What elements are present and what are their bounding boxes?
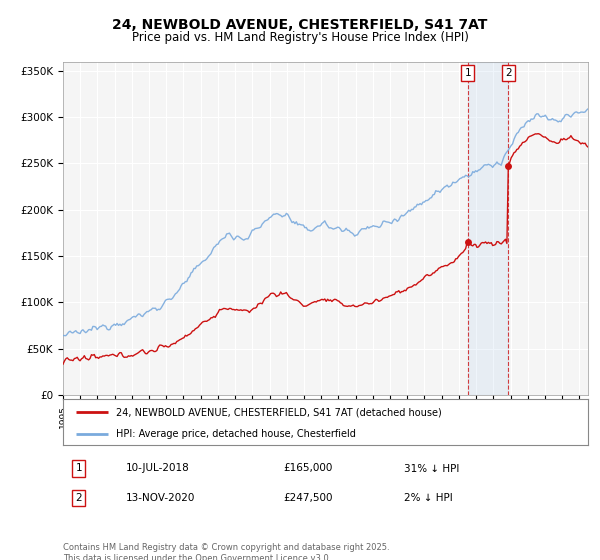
Text: Price paid vs. HM Land Registry's House Price Index (HPI): Price paid vs. HM Land Registry's House … — [131, 31, 469, 44]
Text: 24, NEWBOLD AVENUE, CHESTERFIELD, S41 7AT: 24, NEWBOLD AVENUE, CHESTERFIELD, S41 7A… — [112, 18, 488, 32]
Text: 1: 1 — [464, 68, 471, 78]
Text: 2: 2 — [76, 493, 82, 503]
Text: £165,000: £165,000 — [284, 464, 333, 473]
Text: 1: 1 — [76, 464, 82, 473]
Text: 31% ↓ HPI: 31% ↓ HPI — [404, 464, 460, 473]
Text: £247,500: £247,500 — [284, 493, 333, 503]
Text: 24, NEWBOLD AVENUE, CHESTERFIELD, S41 7AT (detached house): 24, NEWBOLD AVENUE, CHESTERFIELD, S41 7A… — [115, 407, 441, 417]
Text: 2% ↓ HPI: 2% ↓ HPI — [404, 493, 453, 503]
Text: 2: 2 — [505, 68, 512, 78]
Text: 10-JUL-2018: 10-JUL-2018 — [126, 464, 190, 473]
Text: Contains HM Land Registry data © Crown copyright and database right 2025.
This d: Contains HM Land Registry data © Crown c… — [63, 543, 389, 560]
Text: HPI: Average price, detached house, Chesterfield: HPI: Average price, detached house, Ches… — [115, 429, 355, 438]
Bar — [468, 62, 508, 395]
Text: 13-NOV-2020: 13-NOV-2020 — [126, 493, 196, 503]
